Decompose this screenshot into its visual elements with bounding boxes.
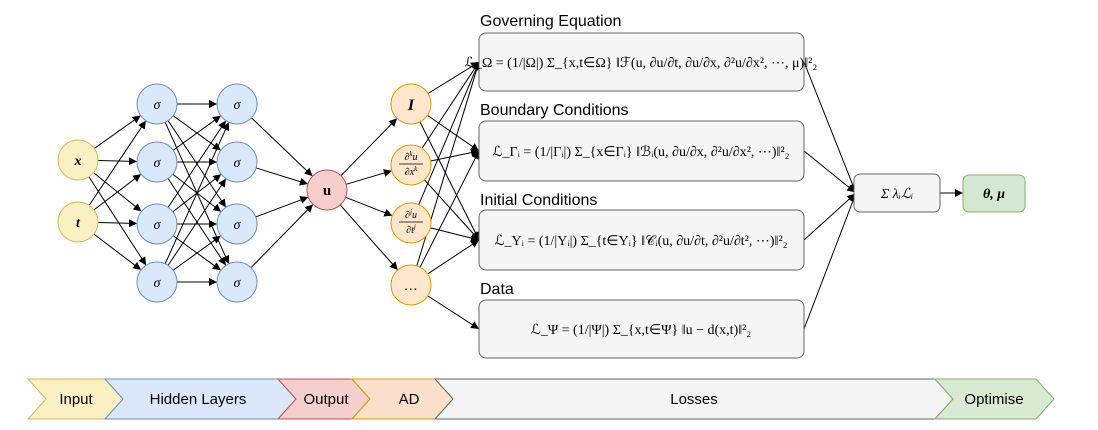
ad-node-more: … — [390, 264, 432, 306]
stage-optimise-label: Optimise — [964, 391, 1023, 408]
ad-to-loss-edge — [418, 61, 480, 205]
ad-to-loss-edge — [419, 121, 480, 241]
ad-to-loss-edge — [427, 295, 480, 330]
hidden-node: σ — [216, 203, 258, 245]
hidden-layer-1: σ σ σ σ — [136, 83, 178, 303]
sigma-label: σ — [154, 276, 162, 291]
ad-to-loss-edge — [427, 114, 479, 151]
sigma-label: σ — [234, 98, 242, 113]
input-to-hidden-edge — [97, 157, 138, 166]
input-to-hidden-edge — [94, 115, 141, 149]
stage-ad: AD — [350, 378, 454, 420]
ad-node-time-derivative: ∂ju ∂tj — [390, 202, 432, 244]
hidden-to-hidden-edge — [167, 120, 226, 208]
data-formula: ℒ_Ψ = (1/|Ψ|) Σ_{x,t∈Ψ} ‖u − d(x,t)‖²₂ — [531, 323, 752, 338]
stage-hidden-layers-label: Hidden Layers — [150, 391, 247, 408]
input-to-hidden-edge — [88, 120, 146, 206]
data-title: Data — [480, 281, 514, 298]
initial-conditions-title: Initial Conditions — [480, 192, 597, 209]
hidden-to-hidden-edge — [172, 115, 221, 151]
weighted-sum-node: Σ λᵢℒᵢ — [853, 173, 941, 213]
sigma-label: σ — [154, 156, 162, 171]
hidden-to-output-edge — [255, 167, 308, 186]
governing-equation-formula: ℒ_Ω = (1/|Ω|) Σ_{x,t∈Ω} ‖ℱ(u, ∂u/∂t, ∂u/… — [465, 56, 818, 71]
ad-node-space-derivative: ∂ku ∂xk — [390, 144, 432, 186]
stage-output-label: Output — [303, 391, 349, 408]
ad-to-loss-edge — [430, 227, 479, 242]
output-to-ad-edge — [345, 196, 393, 217]
hidden-node: σ — [216, 83, 258, 125]
data-loss-box: ℒ_Ψ = (1/|Ψ|) Σ_{x,t∈Ψ} ‖u − d(x,t)‖²₂ — [478, 299, 805, 359]
hidden-node: σ — [216, 141, 258, 183]
loss-to-sum-edge — [803, 193, 856, 241]
hidden-to-hidden-edge — [172, 235, 221, 271]
pipeline-stages-bar: Input Hidden Layers Output AD Losses Opt… — [26, 378, 1055, 420]
ad-to-loss-edge — [421, 61, 479, 149]
stage-optimise: Optimise — [933, 378, 1055, 420]
hidden-to-output-edge — [255, 196, 309, 218]
stage-input-label: Input — [59, 391, 93, 408]
boundary-conditions-loss-box: ℒ_Γᵢ = (1/|Γᵢ|) Σ_{x∈Γᵢ} ‖ℬᵢ(u, ∂u/∂x, ∂… — [478, 120, 805, 182]
initial-conditions-loss-box: ℒ_Υᵢ = (1/|Υᵢ|) Σ_{t∈Υᵢ} ‖𝒞ᵢ(u, ∂u/∂t, ∂… — [478, 209, 805, 271]
boundary-conditions-formula: ℒ_Γᵢ = (1/|Γᵢ|) Σ_{x∈Γᵢ} ‖ℬᵢ(u, ∂u/∂x, ∂… — [492, 145, 789, 160]
ad-to-loss-edge — [424, 179, 479, 241]
input-node-x: x — [57, 139, 99, 181]
loss-to-sum-edge — [803, 150, 856, 193]
ad-node-identity: I — [390, 83, 432, 125]
input-to-hidden-edge — [97, 219, 138, 228]
output-u-label: u — [323, 183, 331, 199]
input-x-label: x — [74, 154, 82, 169]
output-to-ad-edge — [340, 118, 398, 177]
hidden-node: σ — [136, 141, 178, 183]
hidden-node: σ — [136, 83, 178, 125]
governing-equation-loss-box: ℒ_Ω = (1/|Ω|) Σ_{x,t∈Ω} ‖ℱ(u, ∂u/∂t, ∂u/… — [465, 32, 818, 92]
hidden-layer-2: σ σ σ σ — [216, 83, 258, 303]
svg-text:∂tj: ∂tj — [406, 223, 416, 236]
sigma-label: σ — [234, 276, 242, 291]
stage-hidden-layers: Hidden Layers — [103, 378, 297, 420]
hidden-to-output-edge — [250, 204, 314, 269]
initial-conditions-formula: ℒ_Υᵢ = (1/|Υᵢ|) Σ_{t∈Υᵢ} ‖𝒞ᵢ(u, ∂u/∂t, ∂… — [494, 234, 787, 249]
stage-ad-label: AD — [399, 391, 420, 408]
parameters-label: θ, μ — [983, 187, 1005, 202]
sigma-label: σ — [234, 218, 242, 233]
identity-label: I — [407, 97, 415, 114]
ad-to-loss-edge — [419, 151, 480, 268]
sigma-label: σ — [234, 156, 242, 171]
ad-to-loss-edge — [427, 239, 480, 275]
hidden-node: σ — [216, 261, 258, 303]
svg-text:∂ku: ∂ku — [404, 150, 417, 163]
stage-losses-label: Losses — [670, 391, 718, 408]
ellipsis-label: … — [405, 279, 417, 294]
stage-losses: Losses — [433, 378, 954, 420]
input-t-label: t — [76, 216, 81, 231]
sigma-label: σ — [154, 218, 162, 233]
input-to-hidden-edge — [93, 233, 142, 270]
ad-to-loss-edge — [427, 62, 479, 94]
loss-to-sum-edge — [803, 61, 857, 193]
hidden-to-hidden-edge — [167, 178, 226, 266]
output-node-u: u — [306, 169, 348, 211]
input-to-hidden-edge — [93, 174, 142, 211]
output-to-ad-edge — [339, 204, 398, 271]
parameters-node: θ, μ — [962, 174, 1026, 213]
boundary-conditions-title: Boundary Conditions — [480, 102, 629, 119]
governing-equation-title: Governing Equation — [480, 13, 621, 30]
sigma-label: σ — [154, 98, 162, 113]
hidden-node: σ — [136, 261, 178, 303]
hidden-to-hidden-edge — [164, 122, 230, 264]
output-to-ad-edge — [346, 169, 392, 185]
connections — [88, 61, 963, 330]
svg-text:∂ju: ∂ju — [405, 208, 417, 221]
loss-to-sum-edge — [803, 193, 857, 330]
input-node-t: t — [57, 201, 99, 243]
weighted-sum-label: Σ λᵢℒᵢ — [880, 187, 913, 202]
hidden-node: σ — [136, 203, 178, 245]
stage-input: Input — [26, 378, 124, 420]
hidden-to-output-edge — [251, 117, 313, 177]
ad-to-loss-edge — [430, 148, 479, 162]
stage-output: Output — [276, 378, 371, 420]
